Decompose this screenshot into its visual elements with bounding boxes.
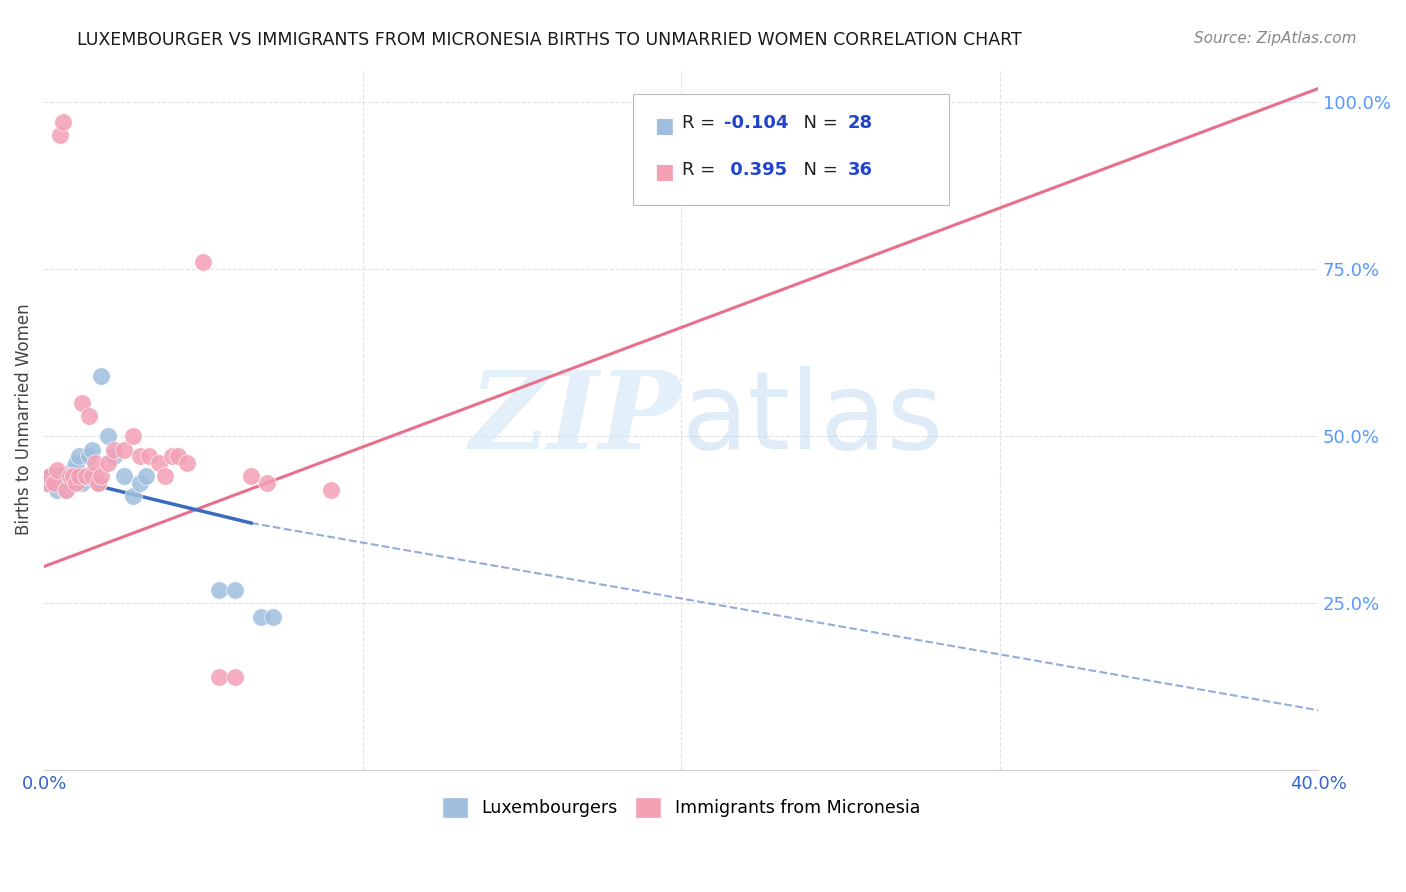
Point	[77, 449, 100, 463]
Point	[148, 456, 170, 470]
Point	[193, 255, 215, 269]
Point	[138, 449, 160, 463]
Point	[128, 449, 150, 463]
Y-axis label: Births to Unmarried Women: Births to Unmarried Women	[15, 303, 32, 535]
Text: 0.395: 0.395	[724, 161, 787, 178]
Point	[49, 469, 72, 483]
Point	[72, 475, 94, 490]
Point	[135, 469, 157, 483]
Point	[103, 449, 125, 463]
Point	[224, 670, 246, 684]
Point	[122, 429, 145, 443]
Text: atlas: atlas	[681, 367, 943, 473]
Point	[122, 489, 145, 503]
Text: Source: ZipAtlas.com: Source: ZipAtlas.com	[1194, 31, 1357, 46]
Point	[160, 449, 183, 463]
Point	[208, 670, 231, 684]
Text: R =: R =	[682, 114, 721, 132]
Point	[72, 395, 94, 409]
Point	[45, 483, 67, 497]
Text: N =: N =	[792, 161, 844, 178]
Point	[84, 456, 107, 470]
Point	[45, 462, 67, 476]
Point	[112, 469, 135, 483]
Point	[87, 475, 110, 490]
Point	[65, 475, 87, 490]
Legend: Luxembourgers, Immigrants from Micronesia: Luxembourgers, Immigrants from Micronesi…	[434, 789, 928, 825]
Point	[97, 456, 120, 470]
Point	[55, 483, 77, 497]
Point	[42, 475, 65, 490]
Point	[67, 469, 90, 483]
Point	[112, 442, 135, 457]
Point	[58, 475, 80, 490]
Point	[77, 409, 100, 423]
Point	[55, 483, 77, 497]
Point	[62, 462, 84, 476]
Text: -0.104: -0.104	[724, 114, 789, 132]
Point	[49, 128, 72, 143]
Point	[39, 469, 62, 483]
Point	[860, 175, 883, 189]
Text: LUXEMBOURGER VS IMMIGRANTS FROM MICRONESIA BIRTHS TO UNMARRIED WOMEN CORRELATION: LUXEMBOURGER VS IMMIGRANTS FROM MICRONES…	[77, 31, 1022, 49]
Point	[208, 582, 231, 597]
Point	[80, 442, 103, 457]
Point	[319, 483, 342, 497]
Point	[103, 442, 125, 457]
Point	[90, 469, 112, 483]
Point	[224, 582, 246, 597]
Point	[65, 456, 87, 470]
Point	[167, 449, 190, 463]
Text: ■: ■	[654, 162, 673, 182]
Point	[153, 469, 176, 483]
Text: N =: N =	[792, 114, 844, 132]
Point	[90, 369, 112, 384]
Point	[52, 475, 75, 490]
Point	[75, 469, 97, 483]
Text: R =: R =	[682, 161, 721, 178]
Point	[58, 469, 80, 483]
Point	[62, 469, 84, 483]
Point	[84, 469, 107, 483]
Point	[240, 469, 263, 483]
Point	[39, 469, 62, 483]
Point	[37, 475, 59, 490]
Point	[249, 609, 271, 624]
Text: 36: 36	[848, 161, 873, 178]
Point	[37, 475, 59, 490]
Text: ■: ■	[654, 116, 673, 136]
Point	[42, 475, 65, 490]
Point	[52, 115, 75, 129]
Text: 28: 28	[848, 114, 873, 132]
Point	[67, 449, 90, 463]
Point	[256, 475, 278, 490]
Point	[87, 475, 110, 490]
Point	[80, 469, 103, 483]
Text: ZIP: ZIP	[470, 367, 681, 473]
Point	[262, 609, 284, 624]
Point	[176, 456, 198, 470]
Point	[75, 469, 97, 483]
Point	[128, 475, 150, 490]
Point	[97, 429, 120, 443]
